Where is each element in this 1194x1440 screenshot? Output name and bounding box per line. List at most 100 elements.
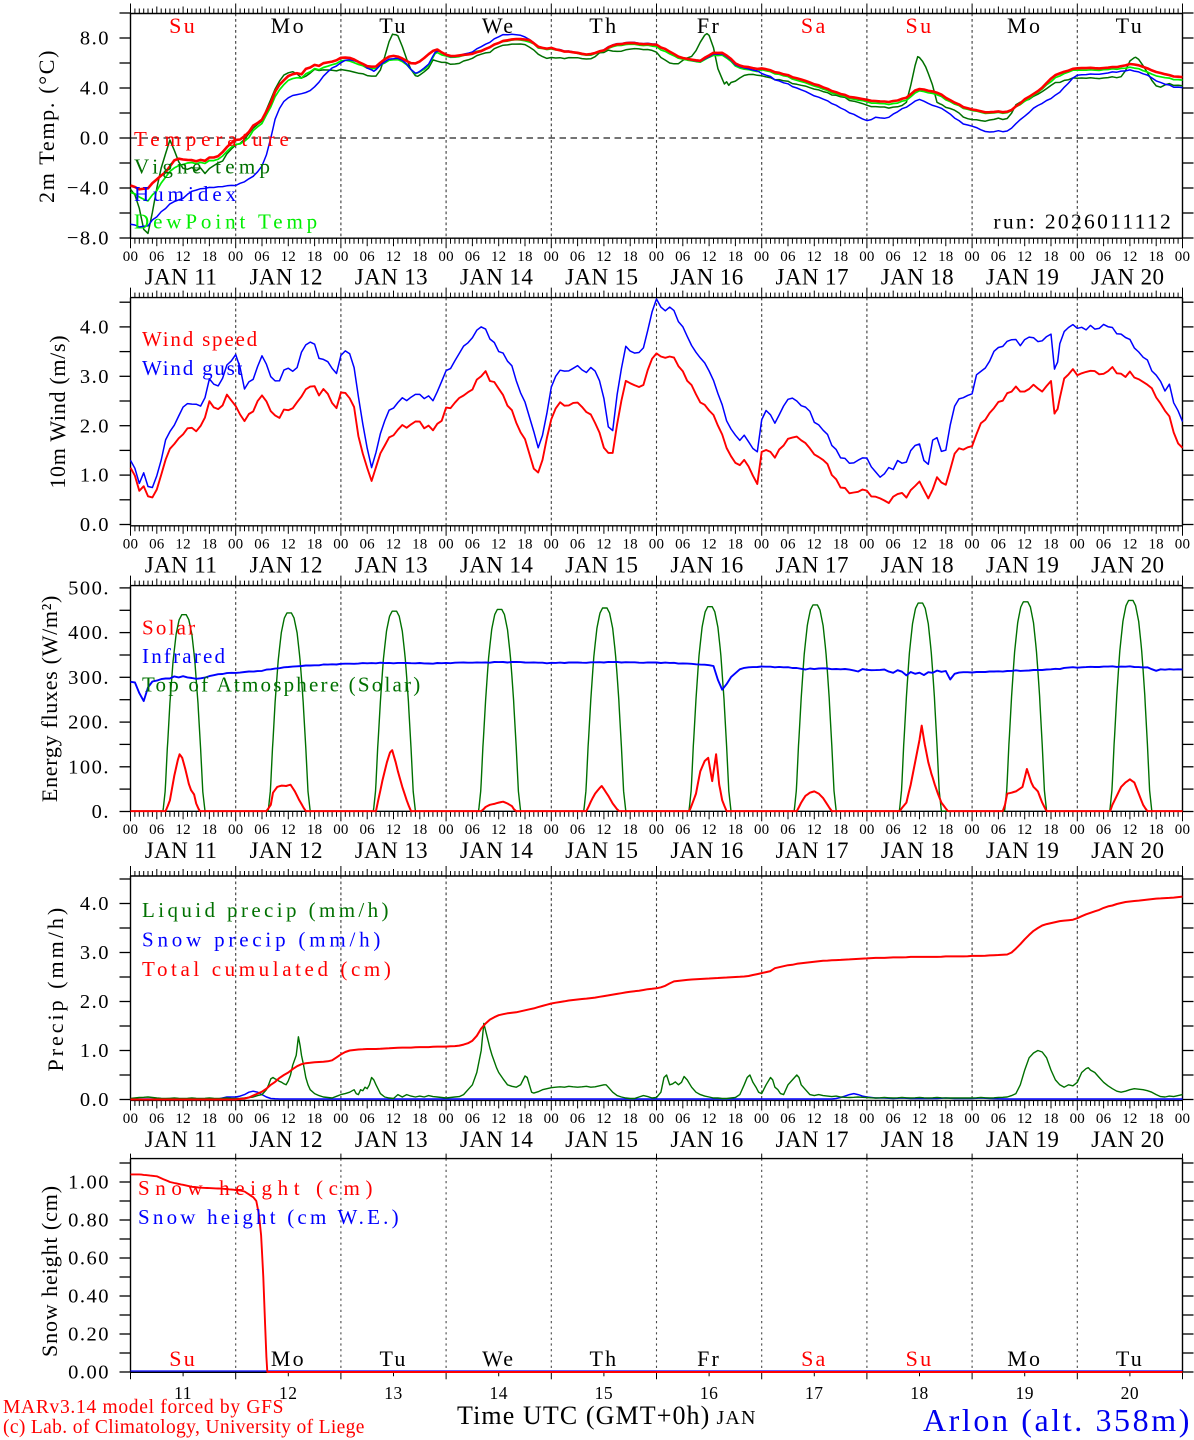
svg-text:0.20: 0.20	[68, 1324, 110, 1346]
svg-text:00: 00	[123, 1111, 138, 1127]
svg-text:06: 06	[675, 537, 691, 553]
svg-text:00: 00	[964, 249, 979, 265]
svg-text:Tu: Tu	[1116, 1346, 1144, 1371]
svg-text:12: 12	[807, 1111, 822, 1127]
svg-text:12: 12	[912, 822, 927, 838]
svg-text:00: 00	[1070, 822, 1085, 838]
svg-text:06: 06	[254, 249, 270, 265]
svg-text:18: 18	[833, 249, 848, 265]
svg-text:00: 00	[754, 537, 769, 553]
svg-text:Snow height (cm W.E.): Snow height (cm W.E.)	[138, 1205, 402, 1229]
svg-text:Th: Th	[589, 1346, 618, 1371]
svg-text:12: 12	[386, 249, 401, 265]
svg-text:18: 18	[622, 249, 637, 265]
svg-text:06: 06	[359, 822, 375, 838]
svg-text:18: 18	[202, 822, 217, 838]
svg-text:18: 18	[622, 537, 637, 553]
svg-text:18: 18	[910, 1383, 929, 1403]
svg-text:12: 12	[596, 249, 611, 265]
svg-text:JAN 13: JAN 13	[355, 265, 428, 290]
svg-text:Mo: Mo	[271, 13, 306, 38]
svg-text:18: 18	[307, 537, 322, 553]
svg-text:00: 00	[859, 537, 874, 553]
svg-text:4.0: 4.0	[80, 317, 110, 339]
svg-text:JAN 16: JAN 16	[670, 265, 743, 290]
svg-text:00: 00	[1175, 1111, 1190, 1127]
svg-text:06: 06	[991, 537, 1007, 553]
svg-text:12: 12	[175, 1111, 190, 1127]
svg-text:0.0: 0.0	[80, 514, 110, 536]
svg-text:06: 06	[1096, 822, 1112, 838]
svg-text:00: 00	[333, 1111, 348, 1127]
svg-text:Sa: Sa	[801, 1346, 827, 1371]
svg-text:00: 00	[859, 249, 874, 265]
svg-text:12: 12	[281, 537, 296, 553]
svg-text:12: 12	[596, 822, 611, 838]
svg-text:JAN 16: JAN 16	[670, 552, 743, 577]
svg-text:0.40: 0.40	[68, 1286, 110, 1308]
svg-text:12: 12	[175, 537, 190, 553]
svg-text:JAN 17: JAN 17	[776, 838, 849, 863]
svg-text:18: 18	[728, 1111, 743, 1127]
svg-text:500.: 500.	[68, 578, 110, 600]
svg-text:00: 00	[754, 249, 769, 265]
svg-text:00: 00	[754, 822, 769, 838]
svg-text:0.80: 0.80	[68, 1210, 110, 1232]
svg-text:Wind speed: Wind speed	[142, 327, 259, 351]
svg-text:Snow precip (mm/h): Snow precip (mm/h)	[142, 928, 384, 952]
svg-text:06: 06	[149, 537, 165, 553]
svg-text:12: 12	[175, 822, 190, 838]
svg-text:18: 18	[1043, 822, 1058, 838]
svg-text:JAN 11: JAN 11	[145, 1127, 217, 1152]
svg-text:00: 00	[438, 249, 453, 265]
svg-text:10m Wind (m/s): 10m Wind (m/s)	[45, 335, 70, 489]
svg-text:JAN 13: JAN 13	[355, 552, 428, 577]
svg-text:Tu: Tu	[1116, 13, 1144, 38]
svg-text:14: 14	[489, 1383, 508, 1403]
svg-text:12: 12	[1017, 537, 1032, 553]
svg-text:We: We	[482, 1346, 515, 1371]
svg-text:Mo: Mo	[1007, 13, 1042, 38]
svg-text:18: 18	[412, 537, 427, 553]
svg-text:06: 06	[149, 822, 165, 838]
svg-text:JAN 17: JAN 17	[776, 552, 849, 577]
svg-text:06: 06	[780, 1111, 796, 1127]
svg-text:12: 12	[281, 822, 296, 838]
svg-text:18: 18	[938, 822, 953, 838]
svg-text:15: 15	[595, 1383, 614, 1403]
svg-text:18: 18	[412, 822, 427, 838]
svg-text:12: 12	[596, 537, 611, 553]
svg-text:300.: 300.	[68, 667, 110, 689]
svg-text:12: 12	[701, 1111, 716, 1127]
svg-text:06: 06	[465, 822, 481, 838]
svg-text:Su: Su	[905, 13, 933, 38]
svg-text:18: 18	[728, 822, 743, 838]
svg-text:00: 00	[333, 249, 348, 265]
svg-text:12: 12	[596, 1111, 611, 1127]
svg-text:00: 00	[649, 1111, 664, 1127]
svg-text:JAN 15: JAN 15	[565, 265, 638, 290]
svg-text:18: 18	[728, 249, 743, 265]
svg-text:06: 06	[885, 537, 901, 553]
svg-text:Su: Su	[169, 1346, 197, 1371]
svg-text:00: 00	[544, 1111, 559, 1127]
svg-text:JAN 20: JAN 20	[1091, 552, 1164, 577]
svg-text:00: 00	[1175, 537, 1190, 553]
svg-text:run: 2026011112: run: 2026011112	[993, 210, 1173, 234]
svg-text:2.0: 2.0	[80, 991, 110, 1013]
svg-text:JAN 14: JAN 14	[460, 1127, 533, 1152]
svg-text:JAN 18: JAN 18	[881, 552, 954, 577]
svg-text:2.0: 2.0	[80, 415, 110, 437]
svg-text:00: 00	[859, 1111, 874, 1127]
svg-text:18: 18	[938, 249, 953, 265]
svg-text:00: 00	[1070, 537, 1085, 553]
svg-text:JAN 12: JAN 12	[250, 1127, 323, 1152]
svg-text:00: 00	[438, 537, 453, 553]
svg-text:00: 00	[438, 1111, 453, 1127]
svg-text:06: 06	[1096, 249, 1112, 265]
svg-text:06: 06	[780, 249, 796, 265]
svg-text:06: 06	[359, 1111, 375, 1127]
svg-text:JAN 20: JAN 20	[1091, 265, 1164, 290]
svg-text:JAN 19: JAN 19	[986, 265, 1059, 290]
svg-text:1.0: 1.0	[80, 1040, 110, 1062]
